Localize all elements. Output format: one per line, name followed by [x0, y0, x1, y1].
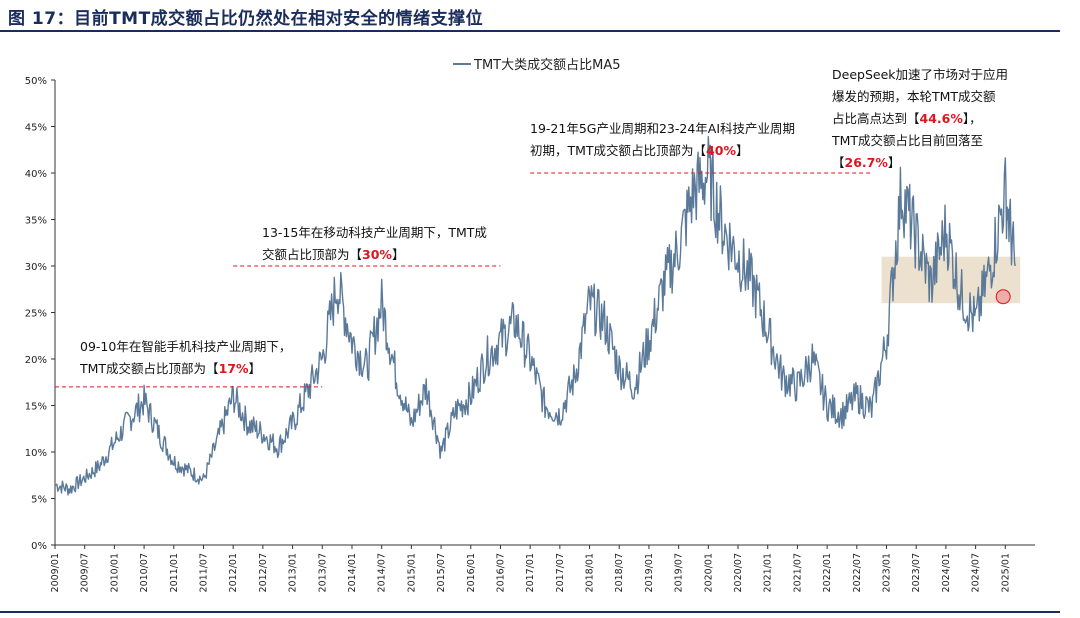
annotation-2013-value: 30%	[362, 247, 392, 262]
x-tick-label: 2013/07	[317, 553, 328, 592]
bottom-rule	[0, 611, 1060, 613]
x-tick-label: 2014/01	[347, 553, 358, 592]
annotation-deepseek-line3: 占比高点达到【44.6%】，	[832, 111, 982, 126]
x-tick-label: 2011/07	[198, 553, 209, 592]
x-tick-label: 2025/01	[1000, 553, 1011, 592]
top-rule	[0, 30, 1060, 32]
x-tick-label: 2012/01	[228, 553, 239, 592]
x-tick-label: 2022/07	[852, 553, 863, 592]
x-tick-label: 2024/01	[941, 553, 952, 592]
x-tick-label: 2017/01	[525, 553, 536, 592]
y-tick-label: 0%	[31, 541, 47, 552]
annotation-2013: 13-15年在移动科技产业周期下，TMT成 交额占比顶部为【30%】	[262, 222, 487, 266]
figure-title: 图 17：目前TMT成交额占比仍然处在相对安全的情绪支撑位	[8, 9, 484, 29]
annotation-2019: 19-21年5G产业周期和23-24年AI科技产业周期 初期，TMT成交额占比顶…	[530, 118, 795, 162]
annotation-2009-line1: 09-10年在智能手机科技产业周期下，	[80, 339, 292, 354]
y-tick-label: 35%	[25, 216, 47, 227]
annotation-2019-line1: 19-21年5G产业周期和23-24年AI科技产业周期	[530, 121, 796, 136]
annotation-deepseek-line4: TMT成交额占比目前回落至	[832, 133, 984, 148]
y-tick-label: 40%	[25, 169, 47, 180]
x-tick-label: 2016/01	[466, 553, 477, 592]
y-tick-label: 45%	[25, 123, 47, 134]
x-tick-label: 2015/01	[406, 553, 417, 592]
x-tick-label: 2016/07	[495, 553, 506, 592]
x-tick-label: 2024/07	[971, 553, 982, 592]
x-tick-label: 2013/01	[288, 553, 299, 592]
x-tick-label: 2017/07	[555, 553, 566, 592]
x-tick-label: 2011/01	[169, 553, 180, 592]
annotation-2013-line2: 交额占比顶部为【30%】	[262, 247, 405, 262]
x-tick-label: 2020/07	[733, 553, 744, 592]
x-tick-label: 2020/01	[703, 553, 714, 592]
annotation-2009-value: 17%	[218, 361, 249, 376]
x-tick-label: 2014/07	[377, 553, 388, 592]
x-tick-label: 2019/01	[644, 553, 655, 592]
x-tick-label: 2019/07	[674, 553, 685, 592]
annotation-deepseek-current-value: 26.7%	[844, 155, 888, 170]
annotation-2013-line1: 13-15年在移动科技产业周期下，TMT成	[262, 225, 487, 240]
annotation-deepseek-line1: DeepSeek加速了市场对于应用	[832, 67, 1008, 82]
x-tick-label: 2021/07	[792, 553, 803, 592]
annotation-2019-value: 40%	[706, 143, 736, 158]
x-tick-label: 2018/07	[614, 553, 625, 592]
x-tick-label: 2009/07	[80, 553, 91, 592]
y-tick-label: 15%	[25, 402, 47, 413]
annotation-deepseek-peak-value: 44.6%	[919, 111, 963, 126]
legend-label: TMT大类成交额占比MA5	[473, 57, 620, 73]
annotation-2009-line2: TMT成交额占比顶部为【17%】	[80, 361, 261, 376]
annotation-2019-line2: 初期，TMT成交额占比顶部为【40%】	[530, 143, 749, 158]
x-tick-label: 2023/01	[882, 553, 893, 592]
x-tick-label: 2022/01	[822, 553, 833, 592]
y-tick-label: 10%	[25, 448, 47, 459]
x-tick-label: 2015/07	[436, 553, 447, 592]
annotation-2009: 09-10年在智能手机科技产业周期下， TMT成交额占比顶部为【17%】	[80, 336, 291, 380]
y-tick-label: 25%	[25, 309, 47, 320]
x-tick-label: 2021/01	[763, 553, 774, 592]
x-tick-label: 2023/07	[911, 553, 922, 592]
x-tick-label: 2018/01	[585, 553, 596, 592]
x-tick-label: 2009/01	[50, 553, 61, 592]
current-value-marker	[995, 289, 1011, 305]
y-tick-label: 30%	[25, 262, 47, 273]
x-tick-label: 2012/07	[258, 553, 269, 592]
y-tick-label: 5%	[31, 495, 47, 506]
x-tick-label: 2010/01	[109, 553, 120, 592]
annotation-deepseek-line2: 爆发的预期，本轮TMT成交额	[832, 89, 996, 104]
annotation-deepseek: DeepSeek加速了市场对于应用 爆发的预期，本轮TMT成交额 占比高点达到【…	[832, 64, 1008, 174]
x-tick-label: 2010/07	[139, 553, 150, 592]
y-tick-label: 20%	[25, 355, 47, 366]
y-tick-label: 50%	[25, 76, 47, 87]
annotation-deepseek-line5: 【26.7%】	[832, 155, 901, 170]
series-line-0	[54, 136, 1016, 496]
